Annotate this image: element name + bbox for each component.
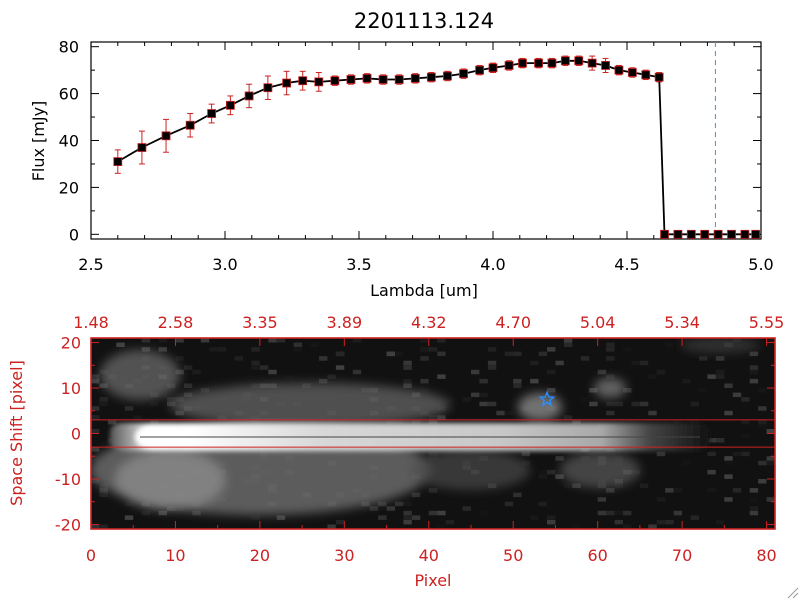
data-point: [614, 65, 624, 75]
source-star-icon: [538, 390, 556, 407]
x-tick-label: 2.5: [78, 255, 103, 274]
data-point: [751, 229, 761, 239]
data-point: [713, 229, 723, 239]
resize-grip-icon[interactable]: [787, 587, 799, 599]
data-point: [410, 73, 420, 83]
x-tick-label: 60: [587, 546, 607, 565]
spectrum-x-ticks: 2.5 3.0 3.5 4.0 4.5 5.0: [78, 42, 774, 274]
top-wavelength-tick-label: 4.70: [495, 313, 531, 332]
top-wavelength-tick-label: 5.04: [580, 313, 616, 332]
data-point: [660, 229, 669, 239]
data-point: [314, 77, 324, 87]
data-point: [560, 56, 570, 66]
spectrum-x-axis-label: Lambda [um]: [370, 281, 478, 300]
y-tick-label: -20: [55, 515, 81, 534]
spectrum-error-bars: [114, 55, 663, 174]
x-tick-label: 4.0: [480, 255, 505, 274]
data-point: [330, 76, 340, 86]
data-point: [673, 229, 683, 239]
data-point: [475, 65, 485, 75]
data-point: [740, 229, 750, 239]
data-point: [378, 75, 388, 84]
data-point: [518, 58, 527, 68]
y-tick-label: 0: [69, 225, 79, 244]
data-point: [686, 229, 696, 239]
x-tick-label: 50: [503, 546, 523, 565]
data-point: [574, 56, 584, 66]
data-point: [727, 229, 736, 239]
spectrum-points: [113, 56, 761, 239]
image-y-axis-label: Space Shift [pixel]: [7, 360, 26, 506]
data-point: [244, 91, 254, 101]
spectrum-panel: 2.5 3.0 3.5 4.0 4.5 5.0 0 20 40 60 80 Lambda [um]…: [29, 38, 774, 300]
spectrum-series-line: [117, 59, 756, 236]
y-tick-label: 80: [59, 38, 79, 57]
x-tick-label: 3.5: [346, 255, 371, 274]
data-point: [161, 131, 171, 141]
data-point: [282, 78, 292, 88]
data-point: [504, 61, 514, 70]
data-point: [700, 229, 710, 239]
data-point: [587, 58, 597, 68]
data-point: [601, 61, 610, 70]
top-wavelength-tick-label: 4.32: [411, 313, 447, 332]
data-point: [346, 75, 356, 84]
x-tick-label: 30: [334, 546, 354, 565]
data-point: [443, 71, 452, 81]
top-wavelength-tick-label: 5.34: [664, 313, 700, 332]
image-x-axis-label: Pixel: [414, 571, 451, 590]
x-tick-label: 5.0: [748, 255, 773, 274]
top-wavelength-tick-label: 2.58: [158, 313, 194, 332]
data-point: [547, 58, 557, 68]
x-tick-label: 40: [419, 546, 439, 565]
y-tick-label: 40: [59, 132, 79, 151]
data-point: [185, 120, 195, 130]
x-tick-label: 70: [672, 546, 692, 565]
data-point: [488, 63, 498, 73]
y-tick-label: 20: [61, 334, 81, 353]
data-point: [298, 76, 308, 86]
data-point: [426, 72, 436, 82]
y-tick-label: -10: [55, 470, 81, 489]
data-point: [263, 83, 273, 93]
y-tick-label: 20: [59, 178, 79, 197]
top-wavelength-tick-label: 3.89: [327, 313, 363, 332]
x-tick-label: 10: [165, 546, 185, 565]
data-point: [362, 73, 372, 83]
data-point: [534, 58, 543, 68]
data-point: [459, 69, 468, 79]
spectral-image-panel: 0 10 20 30 40 50 60 70 80 1.48 2.58 3.35 3.89 4.32 4.…: [7, 313, 784, 590]
y-tick-label: 10: [61, 379, 81, 398]
spectral-image: [91, 338, 775, 529]
spectrum-y-axis-label: Flux [mJy]: [29, 101, 48, 182]
x-tick-label: 3.0: [212, 255, 237, 274]
data-point: [207, 109, 217, 118]
data-point: [225, 100, 235, 110]
image-y-ticks: -20 -10 0 10 20: [55, 334, 775, 534]
x-tick-label: 20: [250, 546, 270, 565]
top-wavelength-tick-label: 3.35: [242, 313, 278, 332]
data-point: [394, 75, 404, 84]
image-x-ticks: 0 10 20 30 40 50 60 70 80: [86, 521, 777, 565]
x-tick-label: 4.5: [614, 255, 639, 274]
y-tick-label: 0: [71, 425, 81, 444]
data-point: [137, 143, 147, 152]
top-wavelength-tick-label: 5.55: [749, 313, 785, 332]
top-wavelength-tick-label: 1.48: [73, 313, 109, 332]
chart-title: 2201113.124: [354, 9, 494, 33]
data-point: [113, 157, 123, 167]
image-top-wavelength-ticks: 1.48 2.58 3.35 3.89 4.32 4.70 5.04 5.34 5.55: [73, 313, 784, 346]
data-point: [641, 70, 651, 80]
data-point: [654, 72, 664, 82]
data-point: [627, 68, 637, 77]
x-tick-label: 0: [86, 546, 96, 565]
spectrum-y-ticks: 0 20 40 60 80: [59, 38, 761, 244]
y-tick-label: 60: [59, 85, 79, 104]
x-tick-label: 80: [756, 546, 776, 565]
